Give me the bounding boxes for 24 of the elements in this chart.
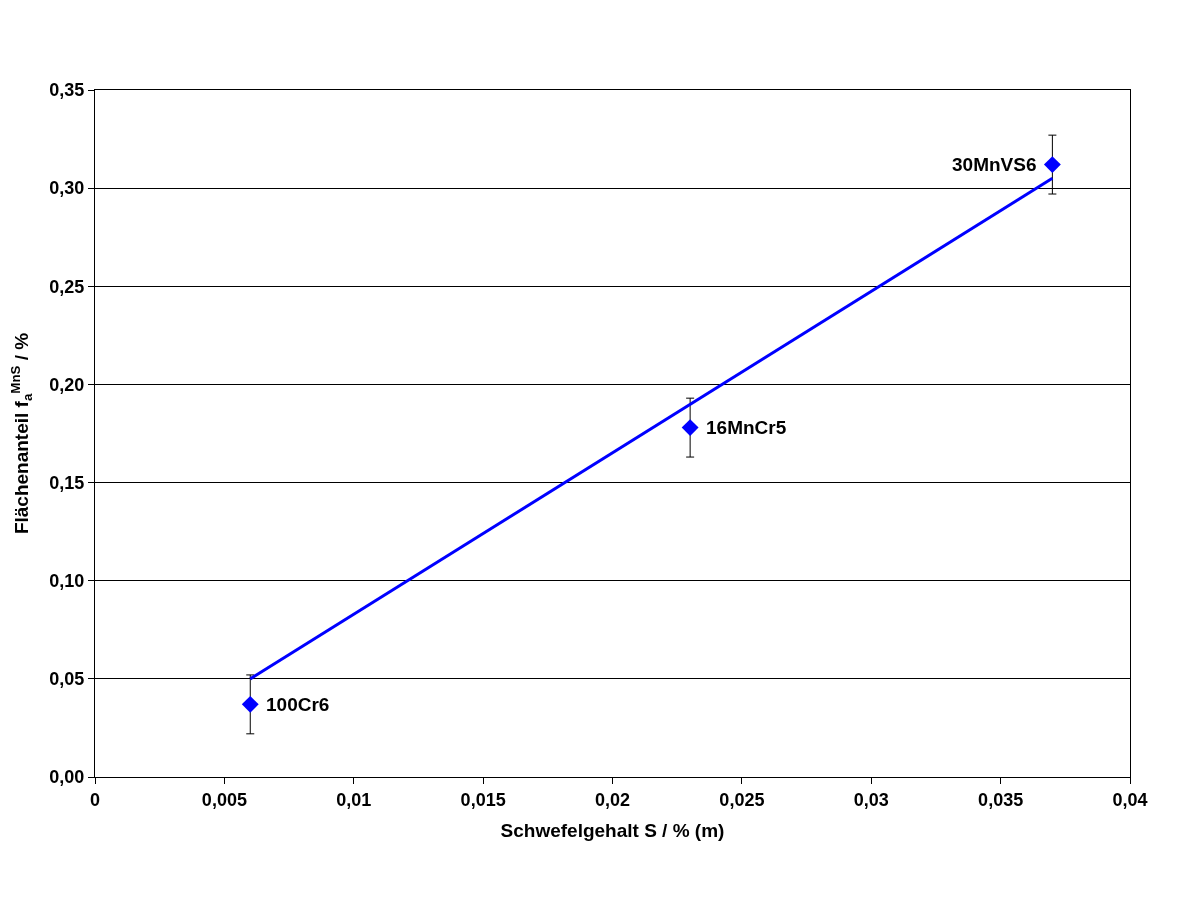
point [1043, 156, 1061, 174]
y-tick-label: 0,30 [49, 178, 85, 199]
y-tick-label: 0,20 [49, 374, 85, 395]
x-tick-label: 0,04 [1112, 789, 1148, 810]
x-tick-label: 0,035 [978, 789, 1024, 810]
y-tick-label: 0,00 [49, 767, 85, 788]
point [681, 419, 699, 437]
x-tick-label: 0,025 [719, 789, 765, 810]
y-tick-label: 0,05 [49, 669, 85, 690]
annotation: 100Cr6 [266, 694, 330, 715]
point [241, 695, 259, 713]
x-tick-label: 0,01 [336, 789, 372, 810]
x-tick-label: 0 [89, 789, 101, 810]
x-tick-label: 0,03 [853, 789, 889, 810]
annotation: 16MnCr5 [706, 417, 787, 438]
annotation: 30MnVS6 [952, 154, 1037, 175]
x-tick-label: 0,015 [460, 789, 506, 810]
x-tick-label: 0,005 [201, 789, 247, 810]
y-tick-label: 0,15 [49, 472, 85, 493]
x-axis-title: Schwefelgehalt S / % (m) [500, 820, 725, 842]
y-tick-label: 0,35 [49, 80, 85, 101]
y-tick-label: 0,10 [49, 571, 85, 592]
y-tick-label: 0,25 [49, 276, 85, 297]
x-tick-label: 0,02 [594, 789, 631, 810]
